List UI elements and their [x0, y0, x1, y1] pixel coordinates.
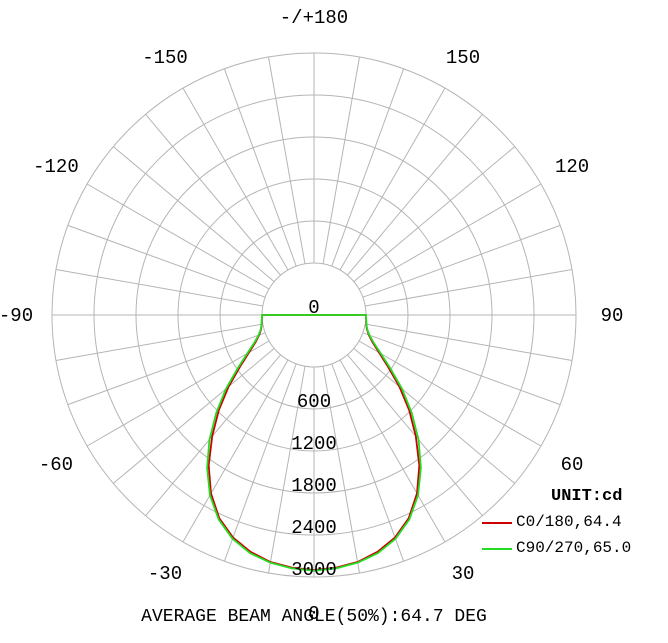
angle-label: -150	[142, 47, 188, 69]
grid-spoke	[365, 323, 573, 361]
angle-label: -90	[0, 305, 33, 327]
angle-label: -60	[39, 454, 73, 476]
legend-label-c0: C0/180,64.4	[516, 513, 622, 531]
grid-spoke	[86, 183, 270, 290]
grid-spoke	[67, 332, 266, 406]
grid-spoke	[339, 87, 446, 271]
grid-spoke	[55, 323, 263, 361]
grid-spoke	[353, 348, 516, 484]
series-curve-c90-270	[206, 314, 422, 572]
grid-spoke	[365, 269, 573, 307]
unit-label: UNIT:cd	[551, 487, 622, 506]
grid-spoke	[362, 224, 561, 298]
grid-spoke	[182, 87, 289, 271]
angle-label: -30	[148, 563, 182, 585]
grid-spoke	[358, 340, 542, 447]
grid-spoke	[331, 68, 405, 267]
angle-labels: 0 30 60 90 120 150 -/+180 -30 -60 -90 -120 -150	[0, 7, 623, 625]
grid-spoke	[322, 56, 360, 264]
grid-spoke	[268, 56, 306, 264]
radial-tick-label: 600	[297, 391, 331, 413]
angle-label: -120	[33, 156, 79, 178]
intensity-curves	[206, 314, 422, 572]
radial-tick-label: 2400	[291, 517, 337, 539]
grid-spoke	[362, 332, 561, 406]
grid-spoke	[268, 366, 306, 574]
grid-spoke	[347, 113, 483, 276]
angle-label: 90	[601, 305, 624, 327]
radial-tick-label: 1200	[291, 433, 337, 455]
angle-label: 120	[555, 156, 589, 178]
grid-spoke	[339, 359, 446, 543]
angle-label: 30	[452, 563, 475, 585]
grid-spoke	[322, 366, 360, 574]
grid-spoke	[67, 224, 266, 298]
grid-spoke	[331, 363, 405, 562]
radial-tick-label: 1800	[291, 475, 337, 497]
grid-spoke	[358, 183, 542, 290]
radial-tick-label: 0	[308, 297, 319, 319]
angle-label: -/+180	[280, 7, 348, 29]
radial-tick-label: 3000	[291, 559, 337, 581]
grid-spoke	[112, 348, 275, 484]
legend: C0/180,64.4 C90/270,65.0	[482, 513, 631, 557]
grid-spoke	[112, 146, 275, 282]
grid-spoke	[223, 363, 297, 562]
angle-label: 150	[446, 47, 480, 69]
grid-spoke	[223, 68, 297, 267]
grid-spoke	[55, 269, 263, 307]
grid-spoke	[86, 340, 270, 447]
beam-angle-footer: AVERAGE BEAM ANGLE(50%):64.7 DEG	[141, 607, 487, 627]
angle-label: 60	[561, 454, 584, 476]
radial-tick-labels: 0 600 1200 1800 2400 3000	[291, 297, 337, 581]
grid-spoke	[145, 113, 281, 276]
grid-spoke	[353, 146, 516, 282]
grid-spoke	[182, 359, 289, 543]
legend-label-c90: C90/270,65.0	[516, 539, 631, 557]
angle-label: 0	[308, 603, 319, 625]
